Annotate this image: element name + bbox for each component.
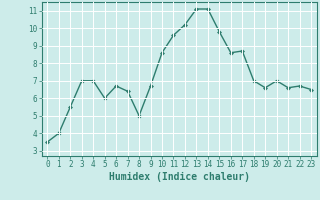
X-axis label: Humidex (Indice chaleur): Humidex (Indice chaleur) xyxy=(109,172,250,182)
